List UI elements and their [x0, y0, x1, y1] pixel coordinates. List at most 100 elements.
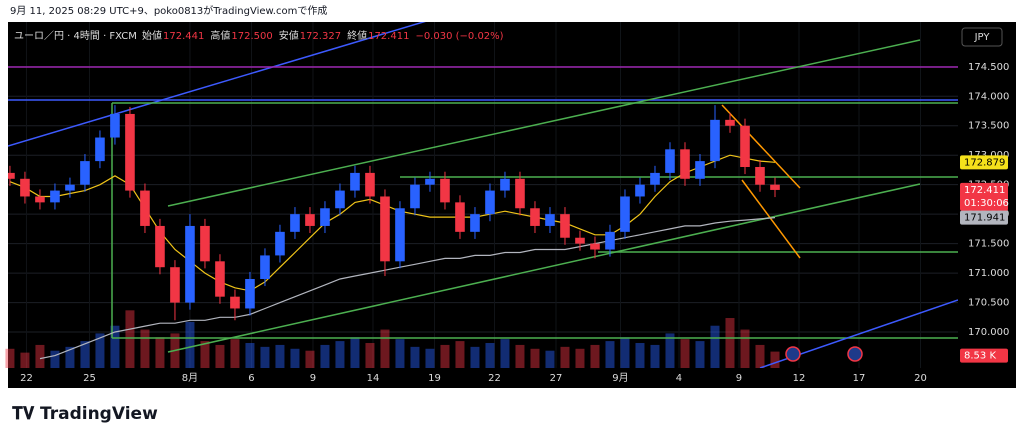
event-icon[interactable]: [847, 346, 863, 362]
x-tick-label: 6: [248, 373, 254, 384]
volume-bar: [305, 350, 315, 368]
candle-body: [170, 267, 180, 303]
chart-panel: [8, 22, 1016, 388]
volume-bar: [530, 348, 540, 368]
ohlc-value: 172.500: [231, 31, 272, 42]
volume-bar: [5, 348, 15, 368]
x-tick-label: 20: [914, 373, 927, 384]
candle-body: [755, 167, 765, 185]
volume-bar: [125, 310, 135, 368]
candle-body: [500, 178, 510, 191]
candle-body: [350, 172, 360, 191]
volume-bar: [65, 346, 75, 368]
volume-bar: [335, 341, 345, 368]
y-tick-label: 174.500: [968, 62, 1009, 73]
drawings: [8, 22, 958, 368]
x-tick-label: 9月: [612, 372, 628, 384]
candle-body: [515, 178, 525, 209]
candle-body: [8, 172, 15, 179]
brand: 𝐓𝐕 TradingView: [12, 404, 158, 424]
trendline: [721, 104, 801, 189]
volume-bar: [590, 344, 600, 368]
ohlc-label: 終値: [347, 29, 367, 42]
volume-bar: [725, 318, 735, 368]
volume-bar: [545, 350, 555, 368]
currency: JPY: [974, 32, 991, 43]
volume-bar: [230, 339, 240, 368]
candle-body: [485, 190, 495, 215]
trendline: [741, 179, 801, 259]
volume-bar: [770, 351, 780, 368]
candle-body: [200, 225, 210, 262]
candle-body: [335, 190, 345, 209]
candle-body: [155, 225, 165, 268]
candle-body: [650, 172, 660, 185]
volume-bar: [635, 343, 645, 368]
volume-bar: [110, 325, 120, 368]
candle-body: [290, 214, 300, 232]
y-tick-label: 171.500: [968, 239, 1009, 250]
x-tick-label: 22: [20, 373, 33, 384]
y-tick-label: 173.500: [968, 121, 1009, 132]
currency-button[interactable]: [961, 27, 1003, 47]
volume-bar: [215, 344, 225, 368]
candle-body: [95, 137, 105, 162]
volume-bar: [620, 337, 630, 368]
volume-bar: [575, 348, 585, 368]
candles: [8, 105, 780, 321]
x-tick-label: 22: [488, 373, 501, 384]
x-tick-label: 19: [428, 373, 441, 384]
price-tag-label: 172.879: [964, 157, 1005, 168]
y-tick-label: 170.000: [968, 327, 1009, 338]
candle-body: [215, 261, 225, 297]
x-tick-label: 4: [676, 373, 682, 384]
volume-bar: [20, 352, 30, 368]
candle-body: [560, 214, 570, 238]
volume-pane: [5, 310, 780, 368]
ohlc-label: 始値: [142, 29, 162, 42]
moving-average: [39, 217, 776, 360]
channel-upper: [167, 39, 921, 207]
candle-body: [680, 149, 690, 179]
price-tag: [960, 348, 1008, 363]
candle-body: [125, 113, 135, 191]
candle-body: [695, 161, 705, 179]
countdown: 01:30:06: [964, 198, 1009, 209]
volume-bar: [290, 348, 300, 368]
volume-bar: [80, 341, 90, 368]
volume-bar: [470, 346, 480, 368]
x-tick-label: 9: [310, 373, 316, 384]
ohlc-label: 高値: [210, 29, 230, 42]
candle-body: [665, 149, 675, 173]
candle-body: [80, 161, 90, 185]
volume-bar: [245, 343, 255, 368]
candle-body: [740, 125, 750, 168]
volume-bar: [410, 346, 420, 368]
moving-average: [9, 154, 776, 292]
candle-body: [635, 184, 645, 197]
candle-body: [260, 255, 270, 279]
volume-bar: [485, 343, 495, 368]
candle-body: [395, 208, 405, 262]
brand-name: TradingView: [40, 404, 158, 424]
candle-body: [410, 184, 420, 209]
volume-bar: [155, 337, 165, 368]
symbol: ユーロ／円 · 4時間 · FXCM: [14, 30, 137, 42]
volume-bar: [260, 346, 270, 368]
x-tick-label: 17: [853, 373, 866, 384]
price-tag-label: 171.941: [964, 213, 1005, 224]
candle-body: [710, 119, 720, 162]
candle-body: [275, 231, 285, 256]
event-icon[interactable]: [785, 346, 801, 362]
volume-bar: [365, 343, 375, 368]
price-tag: [960, 182, 1008, 211]
candle-body: [455, 202, 465, 232]
x-tick-label: 8月: [182, 372, 198, 384]
volume-bar: [200, 341, 210, 368]
moving-averages: [9, 154, 776, 360]
candle-body: [320, 208, 330, 226]
x-tick-label: 14: [367, 373, 380, 384]
candle-body: [245, 278, 255, 309]
volume-bar: [560, 346, 570, 368]
